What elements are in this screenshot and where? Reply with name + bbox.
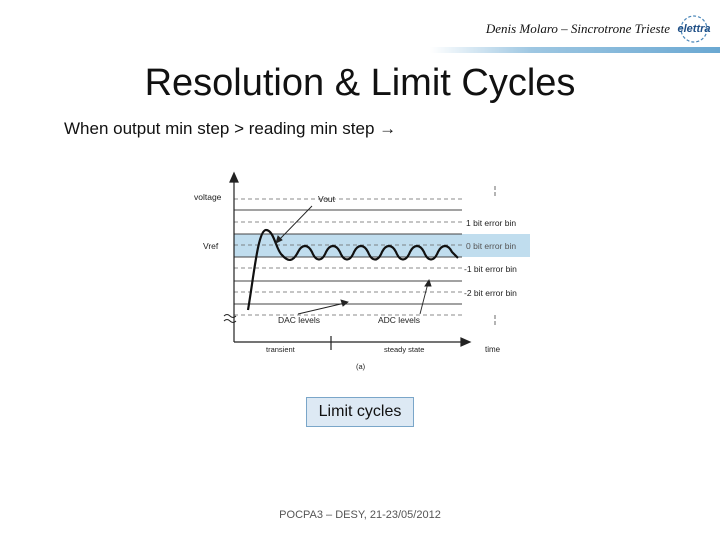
zero-bit-bin-highlight (234, 234, 530, 257)
vout-waveform (246, 228, 459, 311)
steady-state-label: steady state (384, 345, 424, 354)
limit-cycle-diagram: voltage Vref Vout 1 bit error bin 0 bit … (194, 171, 530, 371)
vref-label: Vref (203, 241, 219, 251)
adc-levels-label: ADC levels (378, 315, 420, 325)
vout-label: Vout (318, 194, 336, 204)
logo-text: elettra (677, 23, 710, 35)
x-axis-label: time (485, 345, 501, 354)
subtitle: When output min step > reading min step … (64, 119, 397, 138)
dac-levels-label: DAC levels (278, 315, 320, 325)
header-author: Denis Molaro – Sincrotrone Trieste (485, 21, 670, 36)
transient-label: transient (266, 345, 296, 354)
elettra-logo: elettra (677, 15, 711, 43)
bin-label-minus-2: -2 bit error bin (464, 288, 517, 298)
y-axis-label: voltage (194, 192, 222, 202)
panel-label: (a) (356, 362, 366, 371)
footer-conference: POCPA3 – DESY, 21-23/05/2012 (279, 509, 441, 521)
page-title: Resolution & Limit Cycles (144, 62, 576, 104)
bin-label-1: 1 bit error bin (466, 218, 516, 228)
limit-cycles-caption: Limit cycles (306, 397, 414, 427)
header-bar (430, 47, 720, 53)
bin-label-0: 0 bit error bin (466, 241, 516, 251)
bin-label-minus-1: -1 bit error bin (464, 264, 517, 274)
